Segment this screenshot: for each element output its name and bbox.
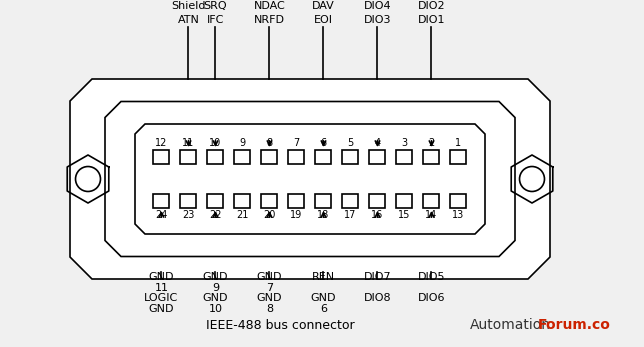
Bar bbox=[207, 150, 223, 164]
Text: 14: 14 bbox=[426, 210, 438, 220]
Text: 11: 11 bbox=[182, 138, 194, 148]
Text: 11: 11 bbox=[155, 283, 169, 293]
Bar bbox=[370, 194, 386, 208]
Text: GND: GND bbox=[257, 293, 282, 303]
Text: GND: GND bbox=[257, 272, 282, 282]
Bar bbox=[261, 150, 278, 164]
Text: GND: GND bbox=[149, 272, 175, 282]
Text: DIO6: DIO6 bbox=[418, 293, 445, 303]
Text: 17: 17 bbox=[345, 210, 357, 220]
Text: 9: 9 bbox=[212, 283, 219, 293]
Text: 6: 6 bbox=[320, 304, 327, 314]
Text: DIO4: DIO4 bbox=[364, 1, 392, 11]
Text: 21: 21 bbox=[236, 210, 249, 220]
Text: 6: 6 bbox=[321, 138, 327, 148]
Bar bbox=[316, 150, 332, 164]
Text: 9: 9 bbox=[240, 138, 245, 148]
Text: 8: 8 bbox=[266, 304, 273, 314]
Text: 23: 23 bbox=[182, 210, 194, 220]
Text: ATN: ATN bbox=[178, 15, 200, 25]
Bar bbox=[424, 194, 439, 208]
Text: GND: GND bbox=[311, 293, 336, 303]
Bar bbox=[451, 150, 466, 164]
Bar bbox=[261, 194, 278, 208]
Text: 18: 18 bbox=[317, 210, 330, 220]
Text: SRQ: SRQ bbox=[204, 1, 227, 11]
Text: DIO5: DIO5 bbox=[418, 272, 445, 282]
Text: DIO1: DIO1 bbox=[418, 15, 445, 25]
Bar bbox=[153, 150, 169, 164]
Text: IEEE-488 bus connector: IEEE-488 bus connector bbox=[205, 319, 354, 332]
Text: DIO3: DIO3 bbox=[364, 15, 392, 25]
Text: NDAC: NDAC bbox=[254, 1, 285, 11]
Text: REN: REN bbox=[312, 272, 335, 282]
Text: 16: 16 bbox=[372, 210, 384, 220]
Text: 10: 10 bbox=[209, 304, 222, 314]
Bar bbox=[180, 150, 196, 164]
Text: DIO8: DIO8 bbox=[364, 293, 392, 303]
Text: GND: GND bbox=[203, 272, 228, 282]
Text: 22: 22 bbox=[209, 210, 222, 220]
Text: 5: 5 bbox=[347, 138, 354, 148]
Bar bbox=[180, 194, 196, 208]
Text: 12: 12 bbox=[155, 138, 167, 148]
Polygon shape bbox=[135, 124, 485, 234]
Text: DIO7: DIO7 bbox=[364, 272, 392, 282]
Text: 13: 13 bbox=[452, 210, 464, 220]
Text: Automation: Automation bbox=[470, 318, 551, 332]
Text: Shield: Shield bbox=[171, 1, 205, 11]
Bar bbox=[316, 194, 332, 208]
Bar bbox=[397, 194, 413, 208]
Text: DIO2: DIO2 bbox=[418, 1, 445, 11]
Text: 24: 24 bbox=[155, 210, 167, 220]
Text: LOGIC: LOGIC bbox=[144, 293, 178, 303]
Text: GND: GND bbox=[149, 304, 175, 314]
Bar bbox=[289, 150, 305, 164]
Text: 2: 2 bbox=[428, 138, 435, 148]
Bar bbox=[153, 194, 169, 208]
Text: 19: 19 bbox=[290, 210, 303, 220]
Polygon shape bbox=[70, 79, 550, 279]
Bar bbox=[234, 194, 251, 208]
Text: NRFD: NRFD bbox=[254, 15, 285, 25]
Text: DAV: DAV bbox=[312, 1, 335, 11]
Text: 8: 8 bbox=[267, 138, 272, 148]
Bar bbox=[343, 150, 359, 164]
Bar bbox=[343, 194, 359, 208]
Text: 3: 3 bbox=[401, 138, 408, 148]
Bar bbox=[289, 194, 305, 208]
Bar bbox=[207, 194, 223, 208]
Text: GND: GND bbox=[203, 293, 228, 303]
Bar bbox=[234, 150, 251, 164]
Bar bbox=[397, 150, 413, 164]
Text: Forum.co: Forum.co bbox=[538, 318, 611, 332]
Text: 15: 15 bbox=[398, 210, 411, 220]
Text: 20: 20 bbox=[263, 210, 276, 220]
Bar bbox=[370, 150, 386, 164]
Text: 10: 10 bbox=[209, 138, 222, 148]
Text: 7: 7 bbox=[266, 283, 273, 293]
Text: IFC: IFC bbox=[207, 15, 224, 25]
Polygon shape bbox=[105, 102, 515, 256]
Text: 1: 1 bbox=[455, 138, 462, 148]
Bar bbox=[451, 194, 466, 208]
Text: 4: 4 bbox=[374, 138, 381, 148]
Text: 7: 7 bbox=[294, 138, 299, 148]
Text: EOI: EOI bbox=[314, 15, 333, 25]
Bar bbox=[424, 150, 439, 164]
